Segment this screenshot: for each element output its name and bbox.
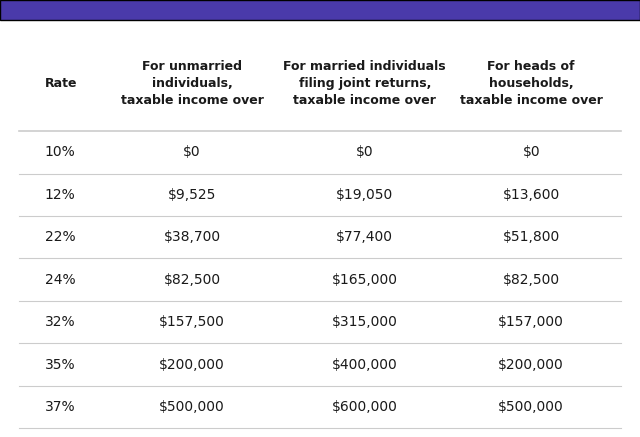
Text: Rate: Rate	[45, 76, 77, 90]
Text: $38,700: $38,700	[163, 230, 221, 244]
Text: For married individuals
filing joint returns,
taxable income over: For married individuals filing joint ret…	[284, 59, 446, 107]
Text: $500,000: $500,000	[499, 400, 564, 414]
Text: For unmarried
individuals,
taxable income over: For unmarried individuals, taxable incom…	[120, 59, 264, 107]
Text: $600,000: $600,000	[332, 400, 397, 414]
Text: 35%: 35%	[45, 357, 76, 371]
Text: $200,000: $200,000	[159, 357, 225, 371]
Text: $315,000: $315,000	[332, 315, 397, 329]
Text: 37%: 37%	[45, 400, 76, 414]
Text: 10%: 10%	[45, 146, 76, 160]
Text: $165,000: $165,000	[332, 273, 398, 287]
Text: $200,000: $200,000	[499, 357, 564, 371]
Text: $157,500: $157,500	[159, 315, 225, 329]
Text: $0: $0	[522, 146, 540, 160]
Text: $19,050: $19,050	[336, 188, 394, 202]
Text: For heads of
households,
taxable income over: For heads of households, taxable income …	[460, 59, 603, 107]
Text: 32%: 32%	[45, 315, 76, 329]
Text: $13,600: $13,600	[502, 188, 560, 202]
Text: 12%: 12%	[45, 188, 76, 202]
Text: $82,500: $82,500	[502, 273, 560, 287]
FancyBboxPatch shape	[0, 0, 640, 20]
Text: $51,800: $51,800	[502, 230, 560, 244]
Text: $400,000: $400,000	[332, 357, 397, 371]
Text: $77,400: $77,400	[336, 230, 394, 244]
Text: $9,525: $9,525	[168, 188, 216, 202]
Text: $157,000: $157,000	[499, 315, 564, 329]
Text: $0: $0	[356, 146, 374, 160]
Text: $82,500: $82,500	[163, 273, 221, 287]
Text: 22%: 22%	[45, 230, 76, 244]
Text: $0: $0	[183, 146, 201, 160]
Text: $500,000: $500,000	[159, 400, 225, 414]
Text: 24%: 24%	[45, 273, 76, 287]
